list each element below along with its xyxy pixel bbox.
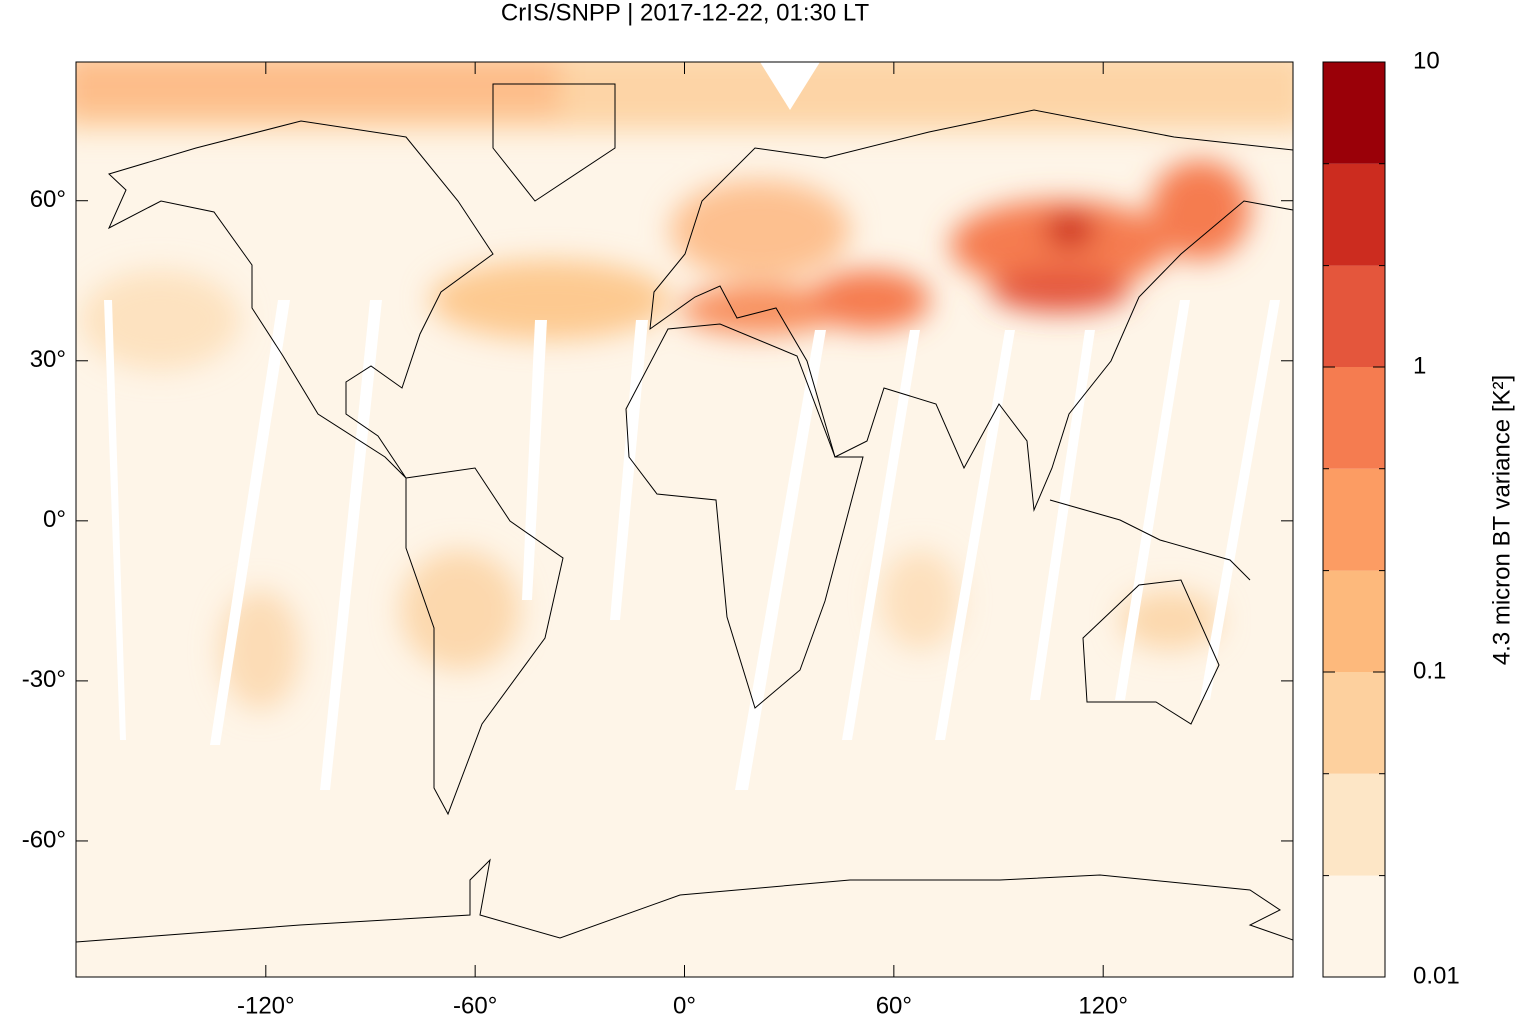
colorbar-band	[1323, 875, 1385, 977]
map	[76, 62, 1293, 977]
colorbar-band	[1323, 468, 1385, 571]
map-background	[76, 62, 1293, 977]
x-tick-label: -60°	[453, 992, 497, 1019]
colorbar-band	[1323, 672, 1385, 774]
colorbar-band	[1323, 265, 1385, 367]
colorbar-band	[1323, 367, 1385, 469]
colorbar-band	[1323, 570, 1385, 672]
chart-title: CrIS/SNPP | 2017-12-22, 01:30 LT	[501, 0, 870, 26]
y-tick-label: 0°	[43, 506, 66, 533]
colorbar-tick-label: 10	[1413, 47, 1440, 74]
colorbar	[1323, 61, 1385, 978]
swath-gaps	[104, 62, 1280, 790]
x-tick-label: 0°	[673, 992, 696, 1019]
y-tick-label: 30°	[30, 346, 66, 373]
x-tick-label: 60°	[876, 992, 912, 1019]
variance-field	[76, 62, 1293, 710]
colorbar-band	[1323, 163, 1385, 266]
colorbar-band	[1323, 62, 1385, 164]
y-tick-label: -60°	[22, 826, 66, 853]
x-tick-label: -120°	[237, 992, 295, 1019]
coastlines	[76, 83, 1293, 943]
colorbar-label: 4.3 micron BT variance [K²]	[1488, 375, 1515, 665]
colorbar-band	[1323, 773, 1385, 876]
colorbar-tick-label: 0.01	[1413, 962, 1460, 989]
colorbar-tick-label: 1	[1413, 352, 1426, 379]
y-tick-label: -30°	[22, 666, 66, 693]
x-tick-label: 120°	[1078, 992, 1128, 1019]
y-tick-label: 60°	[30, 186, 66, 213]
colorbar-frame	[1322, 61, 1386, 978]
colorbar-tick-label: 0.1	[1413, 657, 1446, 684]
